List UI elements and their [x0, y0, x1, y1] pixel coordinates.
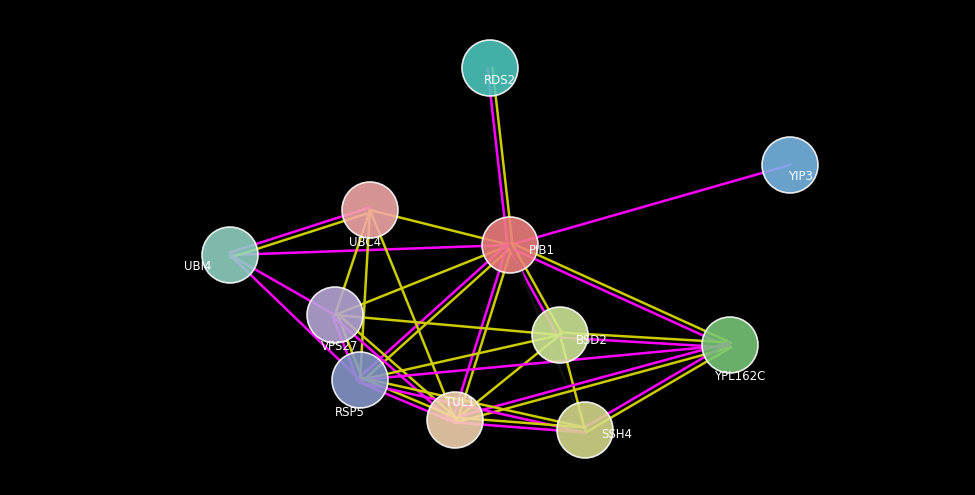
Text: UBI4: UBI4	[184, 260, 212, 274]
Text: RSP5: RSP5	[335, 405, 365, 418]
Circle shape	[702, 317, 758, 373]
Text: SSH4: SSH4	[602, 429, 633, 442]
Text: YIP3: YIP3	[788, 170, 812, 184]
Text: YPL162C: YPL162C	[715, 370, 765, 384]
Text: TUL1: TUL1	[446, 396, 475, 408]
Circle shape	[307, 287, 363, 343]
Text: BSD2: BSD2	[576, 334, 608, 346]
Circle shape	[462, 40, 518, 96]
Circle shape	[532, 307, 588, 363]
Circle shape	[482, 217, 538, 273]
Circle shape	[342, 182, 398, 238]
Text: VPS27: VPS27	[322, 341, 359, 353]
Circle shape	[427, 392, 483, 448]
Circle shape	[762, 137, 818, 193]
Circle shape	[332, 352, 388, 408]
Circle shape	[202, 227, 258, 283]
Text: UBC4: UBC4	[349, 236, 381, 248]
Text: RDS2: RDS2	[484, 73, 516, 87]
Circle shape	[557, 402, 613, 458]
Text: PIB1: PIB1	[529, 244, 555, 256]
